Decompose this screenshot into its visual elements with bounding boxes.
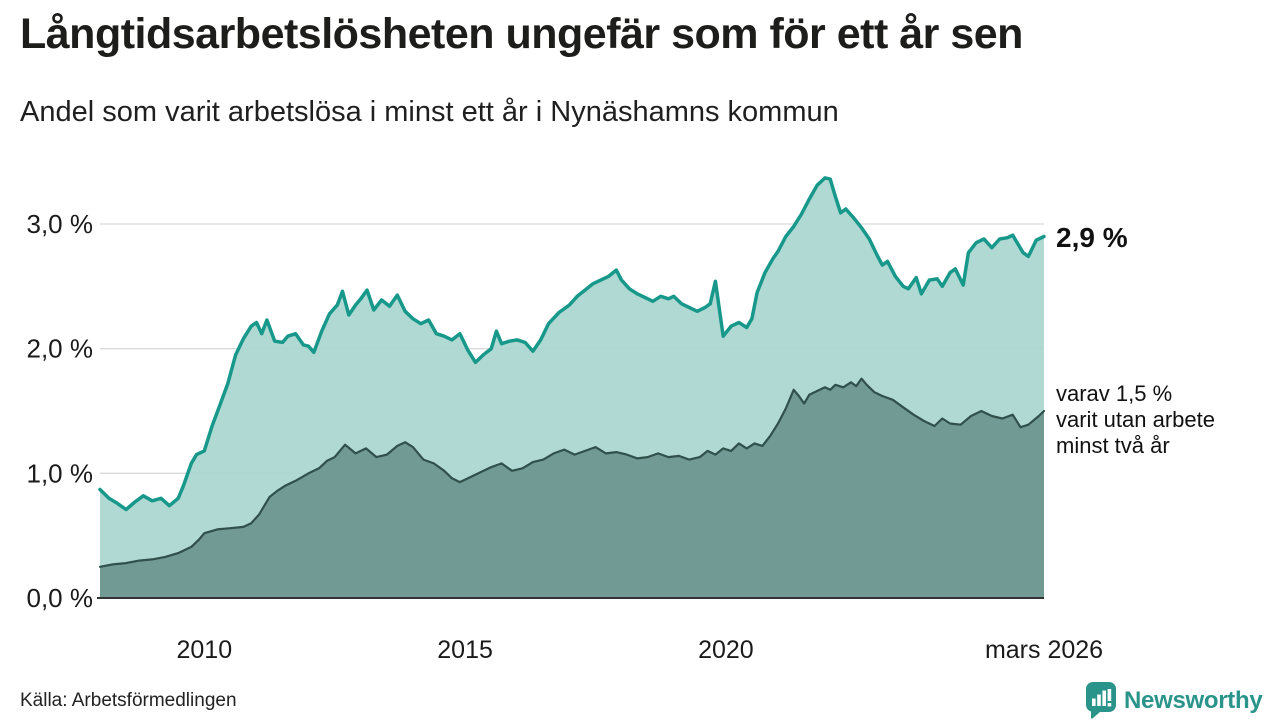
x-tick-label: mars 2026 xyxy=(985,636,1103,664)
page-title: Långtidsarbetslösheten ungefär som för e… xyxy=(20,10,1023,58)
newsworthy-wordmark: Newsworthy xyxy=(1124,686,1263,714)
y-tick-label: 1,0 % xyxy=(27,458,94,488)
y-tick-label: 3,0 % xyxy=(27,209,94,239)
x-tick-label: 2010 xyxy=(176,636,232,664)
page-subtitle: Andel som varit arbetslösa i minst ett å… xyxy=(20,96,839,128)
breakdown-line-1: varav 1,5 % xyxy=(1056,381,1173,406)
source-note: Källa: Arbetsförmedlingen xyxy=(20,690,237,711)
y-tick-label: 0,0 % xyxy=(27,583,94,613)
breakdown-line-2: varit utan arbete xyxy=(1056,407,1215,432)
end-value-label: 2,9 % xyxy=(1056,222,1128,253)
x-tick-label: 2020 xyxy=(698,636,754,664)
y-tick-label: 2,0 % xyxy=(27,334,94,364)
breakdown-line-3: minst två år xyxy=(1056,433,1170,458)
x-tick-label: 2015 xyxy=(437,636,493,664)
area-two_years xyxy=(100,378,1044,598)
newsworthy-logo: Newsworthy xyxy=(1086,682,1263,719)
line-total xyxy=(98,176,1046,512)
breakdown-annotation: varav 1,5 % varit utan arbete minst två … xyxy=(1056,381,1215,459)
newsworthy-icon xyxy=(1086,682,1116,719)
line-two_years xyxy=(98,377,1046,568)
